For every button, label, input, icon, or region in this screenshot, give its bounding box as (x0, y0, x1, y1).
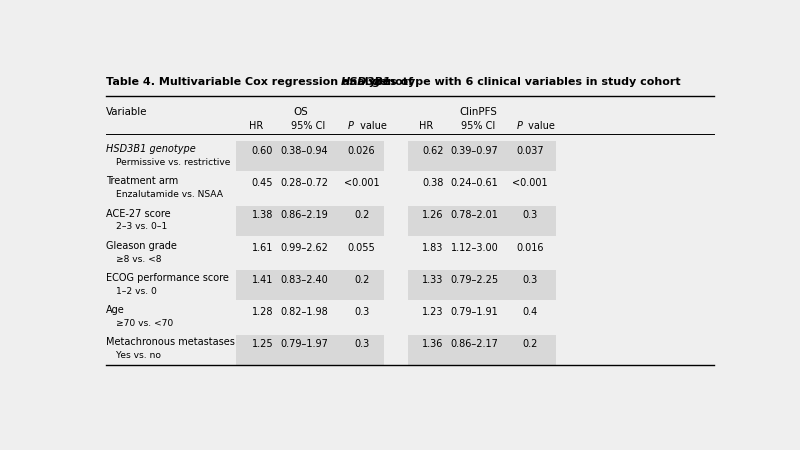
Text: ACE-27 score: ACE-27 score (106, 208, 171, 219)
Text: P: P (348, 121, 354, 131)
Text: 1.26: 1.26 (422, 211, 444, 220)
Text: 0.016: 0.016 (517, 243, 544, 253)
Text: <0.001: <0.001 (513, 178, 548, 188)
Text: value: value (357, 121, 386, 131)
Text: 1.38: 1.38 (252, 211, 273, 220)
Text: 0.2: 0.2 (354, 275, 370, 285)
Text: 0.3: 0.3 (522, 211, 538, 220)
Text: 95% CI: 95% CI (291, 121, 326, 131)
Text: <0.001: <0.001 (344, 178, 379, 188)
Text: 0.2: 0.2 (354, 211, 370, 220)
Text: 0.39–0.97: 0.39–0.97 (450, 146, 498, 156)
Text: genotype with 6 clinical variables in study cohort: genotype with 6 clinical variables in st… (369, 76, 681, 86)
Text: 1.28: 1.28 (252, 307, 273, 317)
Text: 1.25: 1.25 (252, 339, 274, 349)
Text: 0.62: 0.62 (422, 146, 444, 156)
Text: 0.3: 0.3 (522, 275, 538, 285)
Bar (408, 141, 556, 171)
Text: 0.3: 0.3 (354, 307, 370, 317)
Text: HR: HR (249, 121, 263, 131)
Text: ≥8 vs. <8: ≥8 vs. <8 (116, 255, 162, 264)
Text: Age: Age (106, 305, 125, 315)
Text: OS: OS (293, 107, 308, 117)
Text: 0.38–0.94: 0.38–0.94 (281, 146, 329, 156)
Text: 0.79–1.97: 0.79–1.97 (281, 339, 329, 349)
Bar (408, 206, 556, 236)
Text: 0.79–1.91: 0.79–1.91 (450, 307, 498, 317)
Text: 1.41: 1.41 (252, 275, 273, 285)
Text: ECOG performance score: ECOG performance score (106, 273, 229, 283)
Text: 0.4: 0.4 (522, 307, 538, 317)
Text: 0.86–2.17: 0.86–2.17 (450, 339, 498, 349)
Text: 0.28–0.72: 0.28–0.72 (281, 178, 329, 188)
Text: 0.24–0.61: 0.24–0.61 (450, 178, 498, 188)
Text: 0.3: 0.3 (354, 339, 370, 349)
Text: 1–2 vs. 0: 1–2 vs. 0 (116, 287, 157, 296)
Text: 0.026: 0.026 (348, 146, 375, 156)
Text: Treatment arm: Treatment arm (106, 176, 178, 186)
Text: Metachronous metastases: Metachronous metastases (106, 338, 235, 347)
Bar (237, 335, 384, 365)
Text: Variable: Variable (106, 107, 148, 117)
Text: 1.23: 1.23 (422, 307, 444, 317)
Text: 0.99–2.62: 0.99–2.62 (281, 243, 329, 253)
Text: 2–3 vs. 0–1: 2–3 vs. 0–1 (116, 222, 167, 231)
Text: 0.60: 0.60 (252, 146, 273, 156)
Text: 0.78–2.01: 0.78–2.01 (450, 211, 498, 220)
Text: 0.86–2.19: 0.86–2.19 (281, 211, 329, 220)
Text: 0.45: 0.45 (252, 178, 273, 188)
Text: 0.83–2.40: 0.83–2.40 (281, 275, 329, 285)
Text: ≥70 vs. <70: ≥70 vs. <70 (116, 319, 174, 328)
Text: value: value (526, 121, 555, 131)
Text: HSD3B1: HSD3B1 (341, 76, 391, 86)
Text: 0.38: 0.38 (422, 178, 444, 188)
Text: Yes vs. no: Yes vs. no (116, 351, 161, 360)
Bar (237, 270, 384, 300)
Text: 0.2: 0.2 (522, 339, 538, 349)
Text: 1.61: 1.61 (252, 243, 273, 253)
Text: 0.82–1.98: 0.82–1.98 (281, 307, 329, 317)
Bar (237, 206, 384, 236)
Text: Permissive vs. restrictive: Permissive vs. restrictive (116, 158, 230, 167)
Text: 0.037: 0.037 (517, 146, 544, 156)
Bar (237, 141, 384, 171)
Text: 0.79–2.25: 0.79–2.25 (450, 275, 498, 285)
Text: 1.33: 1.33 (422, 275, 444, 285)
Text: Gleason grade: Gleason grade (106, 241, 177, 251)
Text: HR: HR (419, 121, 434, 131)
Text: HSD3B1 genotype: HSD3B1 genotype (106, 144, 196, 154)
Text: Enzalutamide vs. NSAA: Enzalutamide vs. NSAA (116, 190, 223, 199)
Text: 0.055: 0.055 (348, 243, 375, 253)
Bar (408, 270, 556, 300)
Text: 1.83: 1.83 (422, 243, 444, 253)
Bar (408, 335, 556, 365)
Text: P: P (517, 121, 522, 131)
Text: ClinPFS: ClinPFS (459, 107, 497, 117)
Text: Table 4. Multivariable Cox regression analyses of: Table 4. Multivariable Cox regression an… (106, 76, 418, 86)
Text: 1.36: 1.36 (422, 339, 444, 349)
Text: 95% CI: 95% CI (461, 121, 495, 131)
Text: 1.12–3.00: 1.12–3.00 (450, 243, 498, 253)
